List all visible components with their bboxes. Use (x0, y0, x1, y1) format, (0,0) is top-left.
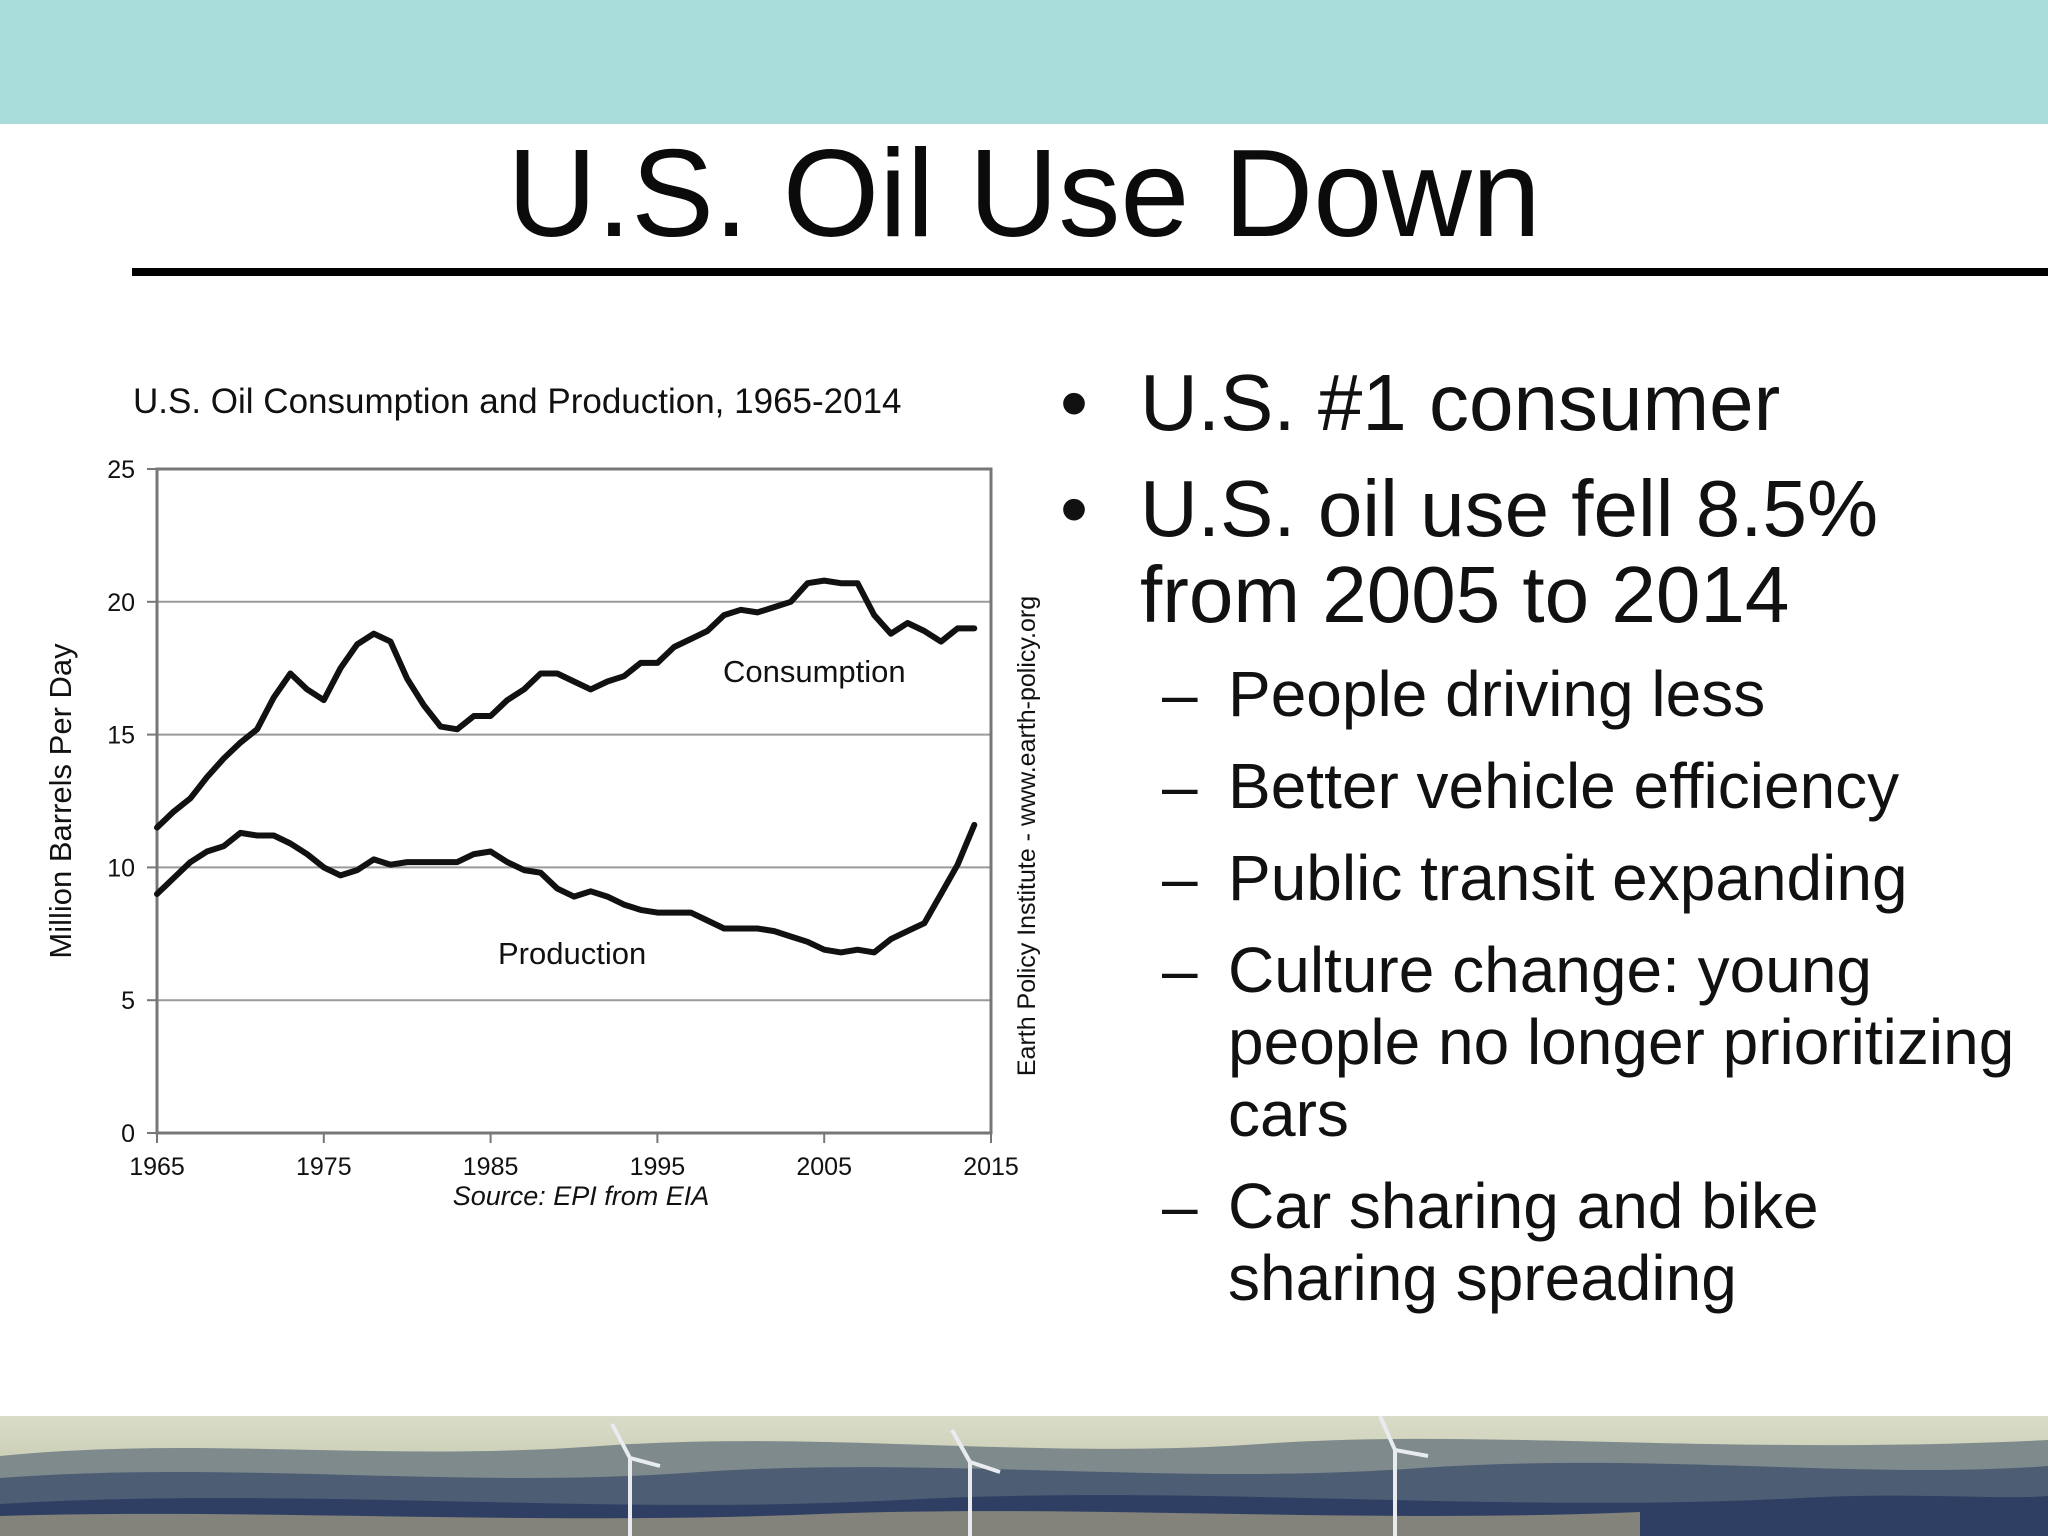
y-tick-label: 20 (107, 589, 135, 617)
bullet-marker: • (1060, 358, 1089, 447)
bullet-list: • U.S. #1 consumer • U.S. oil use fell 8.5%… (1050, 360, 2040, 1334)
sub-bullet-text: People driving less (1228, 658, 1766, 730)
sub-bullet-text: Car sharing and bike sharing spreading (1228, 1170, 1819, 1314)
y-tick-label: 15 (107, 722, 135, 750)
sub-bullet-item: – People driving less (1050, 658, 2040, 730)
x-tick-label: 2015 (963, 1153, 1019, 1181)
bullet-item: • U.S. oil use fell 8.5% from 2005 to 201… (1050, 466, 2040, 638)
x-tick-label: 1975 (296, 1153, 352, 1181)
top-band-fill (0, 0, 2048, 124)
bullet-text: U.S. oil use fell 8.5% from 2005 to 2014 (1140, 464, 1879, 639)
bullet-text: U.S. #1 consumer (1140, 358, 1781, 447)
sub-bullet-item: – Culture change: young people no longer … (1050, 934, 2040, 1150)
sub-bullet-marker: – (1162, 658, 1198, 730)
sub-bullet-marker: – (1162, 1170, 1198, 1242)
x-tick-labels: 1965 1975 1985 1995 2005 2015 (129, 1153, 1019, 1181)
production-series-label: Production (498, 936, 646, 971)
slide-title: U.S. Oil Use Down (507, 125, 1541, 263)
x-tick-label: 1995 (630, 1153, 686, 1181)
x-tick-label: 1985 (463, 1153, 519, 1181)
bullet-item: • U.S. #1 consumer (1050, 360, 2040, 446)
bullet-marker: • (1060, 464, 1089, 553)
footer-landscape-image (0, 1416, 2048, 1536)
chart-source: Source: EPI from EIA (453, 1181, 710, 1211)
y-tick-label: 5 (121, 987, 135, 1015)
plot-frame (155, 467, 993, 1135)
side-credit: Earth Policy Institute - www.earth-polic… (1013, 596, 1041, 1076)
sub-bullet-text: Culture change: young people no longer p… (1228, 934, 2015, 1150)
y-tick-label: 0 (121, 1120, 135, 1148)
grid-lines (147, 468, 992, 1143)
x-tick-label: 2005 (796, 1153, 852, 1181)
sub-bullet-marker: – (1162, 934, 1198, 1006)
top-color-band (0, 0, 2048, 124)
x-tick-label: 1965 (129, 1153, 185, 1181)
series-lines (154, 577, 978, 956)
footer-field-highlight (0, 1511, 1640, 1536)
y-tick-labels: 0 5 10 15 20 25 (107, 456, 135, 1148)
y-axis-label: Million Barrels Per Day (43, 643, 78, 959)
series-line-consumption (154, 577, 978, 831)
sub-bullet-marker: – (1162, 750, 1198, 822)
sub-bullet-item: – Better vehicle efficiency (1050, 750, 2040, 822)
sub-bullet-item: – Public transit expanding (1050, 842, 2040, 914)
consumption-series-label: Consumption (723, 654, 906, 689)
series-line-production (154, 821, 978, 956)
sub-bullet-text: Better vehicle efficiency (1228, 750, 1900, 822)
oil-chart: U.S. Oil Consumption and Production, 196… (43, 382, 1041, 1211)
chart-title: U.S. Oil Consumption and Production, 196… (133, 382, 902, 421)
y-tick-label: 10 (107, 854, 135, 882)
sub-bullet-item: – Car sharing and bike sharing spreading (1050, 1170, 2040, 1314)
y-tick-label: 25 (107, 456, 135, 484)
sub-bullet-marker: – (1162, 842, 1198, 914)
title-divider (132, 268, 2048, 276)
wind-turbine-icons (610, 1416, 1429, 1536)
sub-bullet-text: Public transit expanding (1228, 842, 1908, 914)
